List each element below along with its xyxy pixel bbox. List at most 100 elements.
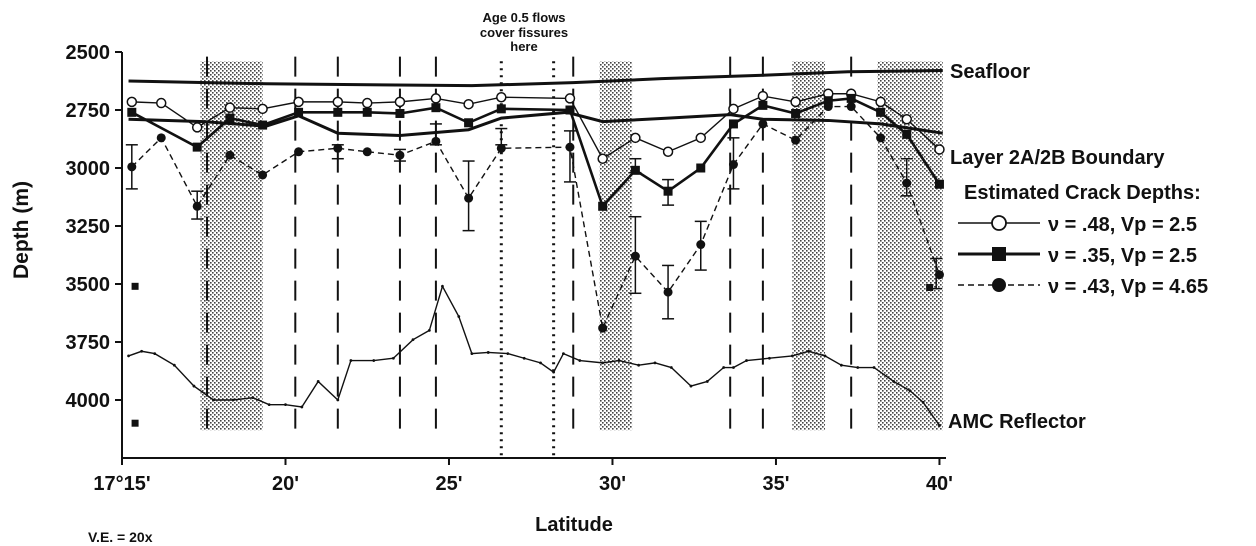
legend-title: Estimated Crack Depths: xyxy=(964,182,1201,204)
filled-square-point-12 xyxy=(598,201,608,211)
amc-point-25 xyxy=(552,370,556,374)
amc-point-37 xyxy=(745,359,748,362)
amc-point-39 xyxy=(790,354,794,358)
amc-point-17 xyxy=(427,329,431,332)
filled-circle-point-18 xyxy=(758,119,768,129)
amc-point-46 xyxy=(908,389,912,393)
filled-square-point-8 xyxy=(431,103,441,113)
amc-point-23 xyxy=(522,356,526,360)
amc-point-27 xyxy=(578,359,582,362)
amc-point-6 xyxy=(231,398,235,402)
series-line-0 xyxy=(128,69,943,88)
amc-point-11 xyxy=(316,380,320,383)
open-circle-point-19 xyxy=(790,96,801,108)
amc-label: AMC Reflector xyxy=(948,411,1086,433)
amc-point-42 xyxy=(839,363,843,367)
filled-square-point-3 xyxy=(258,120,268,130)
open-circle-point-18 xyxy=(757,90,769,102)
filled-circle-point-1 xyxy=(156,133,166,143)
amc-point-13 xyxy=(349,359,353,362)
filled-circle-point-10 xyxy=(464,193,474,203)
filled-square-point-13 xyxy=(630,165,640,175)
annotation-line-1: Age 0.5 flows xyxy=(482,10,565,25)
amc-point-45 xyxy=(892,380,896,383)
amc-point-31 xyxy=(653,361,657,365)
y-tick-label-2: 3000 xyxy=(66,158,111,180)
amc-point-36 xyxy=(732,366,735,369)
amc-point-32 xyxy=(669,366,673,369)
shaded-band-1 xyxy=(599,61,633,431)
amc-point-12 xyxy=(336,398,340,402)
amc-point-1 xyxy=(140,349,144,353)
filled-circle-point-2 xyxy=(192,201,202,211)
filled-circle-point-20 xyxy=(823,102,833,112)
filled-square-point-17 xyxy=(758,100,768,110)
open-circle-point-4 xyxy=(257,103,268,115)
open-circle-point-2 xyxy=(191,122,203,133)
amc-point-22 xyxy=(506,352,510,355)
y-tick-label-1: 2750 xyxy=(66,100,111,122)
filled-circle-point-3 xyxy=(225,150,235,160)
filled-circle-point-19 xyxy=(791,135,801,145)
amc-point-34 xyxy=(705,380,709,383)
y-axis-label: Depth (m) xyxy=(10,181,33,279)
x-tick-label-5: 40' xyxy=(926,473,953,495)
x-tick-label-0: 17°15' xyxy=(93,473,150,495)
amc-point-16 xyxy=(411,338,415,342)
filled-square-point-18 xyxy=(791,108,801,118)
amc-point-28 xyxy=(601,361,605,365)
filled-square-point-10 xyxy=(496,104,506,114)
open-circle-point-24 xyxy=(934,144,945,155)
legend-markers xyxy=(958,215,1040,292)
open-circle-point-10 xyxy=(463,98,474,110)
amc-point-3 xyxy=(172,363,176,367)
open-circle-point-12 xyxy=(564,93,576,104)
amc-point-8 xyxy=(267,403,271,407)
amc-point-44 xyxy=(872,366,876,369)
filled-square-point-1 xyxy=(192,142,202,152)
amc-point-9 xyxy=(284,403,287,407)
amc-point-48 xyxy=(938,424,941,427)
x-tick-label-3: 30' xyxy=(599,473,626,495)
shaded-band-2 xyxy=(792,61,826,431)
open-circle-point-6 xyxy=(332,96,344,108)
amc-point-19 xyxy=(457,315,461,318)
amc-point-35 xyxy=(722,366,726,369)
open-circle-point-22 xyxy=(875,96,886,108)
open-circle-point-14 xyxy=(630,132,641,144)
amc-point-18 xyxy=(441,284,444,288)
open-circle-point-9 xyxy=(430,93,442,104)
filled-square-point-16 xyxy=(728,119,738,129)
legend-entry-3-text: ν = .43, Vp = 4.65 xyxy=(1048,276,1208,298)
y-tick-label-6: 4000 xyxy=(66,390,111,412)
open-circle-point-23 xyxy=(901,114,913,125)
filled-square-point-4 xyxy=(294,107,304,117)
amc-point-26 xyxy=(562,352,565,355)
open-circle-point-15 xyxy=(662,146,674,158)
filled-circle-point-12 xyxy=(565,142,575,152)
amc-point-30 xyxy=(637,363,641,367)
open-circle-point-1 xyxy=(155,97,167,109)
amc-point-43 xyxy=(856,366,860,369)
amc-point-24 xyxy=(539,361,542,365)
filled-square-point-15 xyxy=(696,163,706,173)
y-tick-label-0: 2500 xyxy=(66,42,111,64)
ve-label: V.E. = 20x xyxy=(88,529,153,545)
amc-point-5 xyxy=(212,398,215,402)
error-bars xyxy=(125,123,943,320)
filled-circle-point-7 xyxy=(362,147,372,157)
filled-circle-point-22 xyxy=(876,133,886,143)
amc-point-21 xyxy=(486,351,490,354)
filled-circle-point-8 xyxy=(395,150,405,160)
amc-point-4 xyxy=(192,384,196,388)
filled-circle-point-14 xyxy=(630,251,640,261)
amc-point-0 xyxy=(127,354,130,358)
filled-square-point-22 xyxy=(902,129,912,139)
amc-point-41 xyxy=(823,354,827,358)
filled-square-point-6 xyxy=(362,107,372,117)
filled-circle-point-6 xyxy=(333,143,343,153)
filled-square-point-19 xyxy=(823,96,833,106)
filled-circle-point-5 xyxy=(294,147,304,157)
stray-square-1 xyxy=(131,419,139,427)
stray-square-0 xyxy=(131,282,139,290)
